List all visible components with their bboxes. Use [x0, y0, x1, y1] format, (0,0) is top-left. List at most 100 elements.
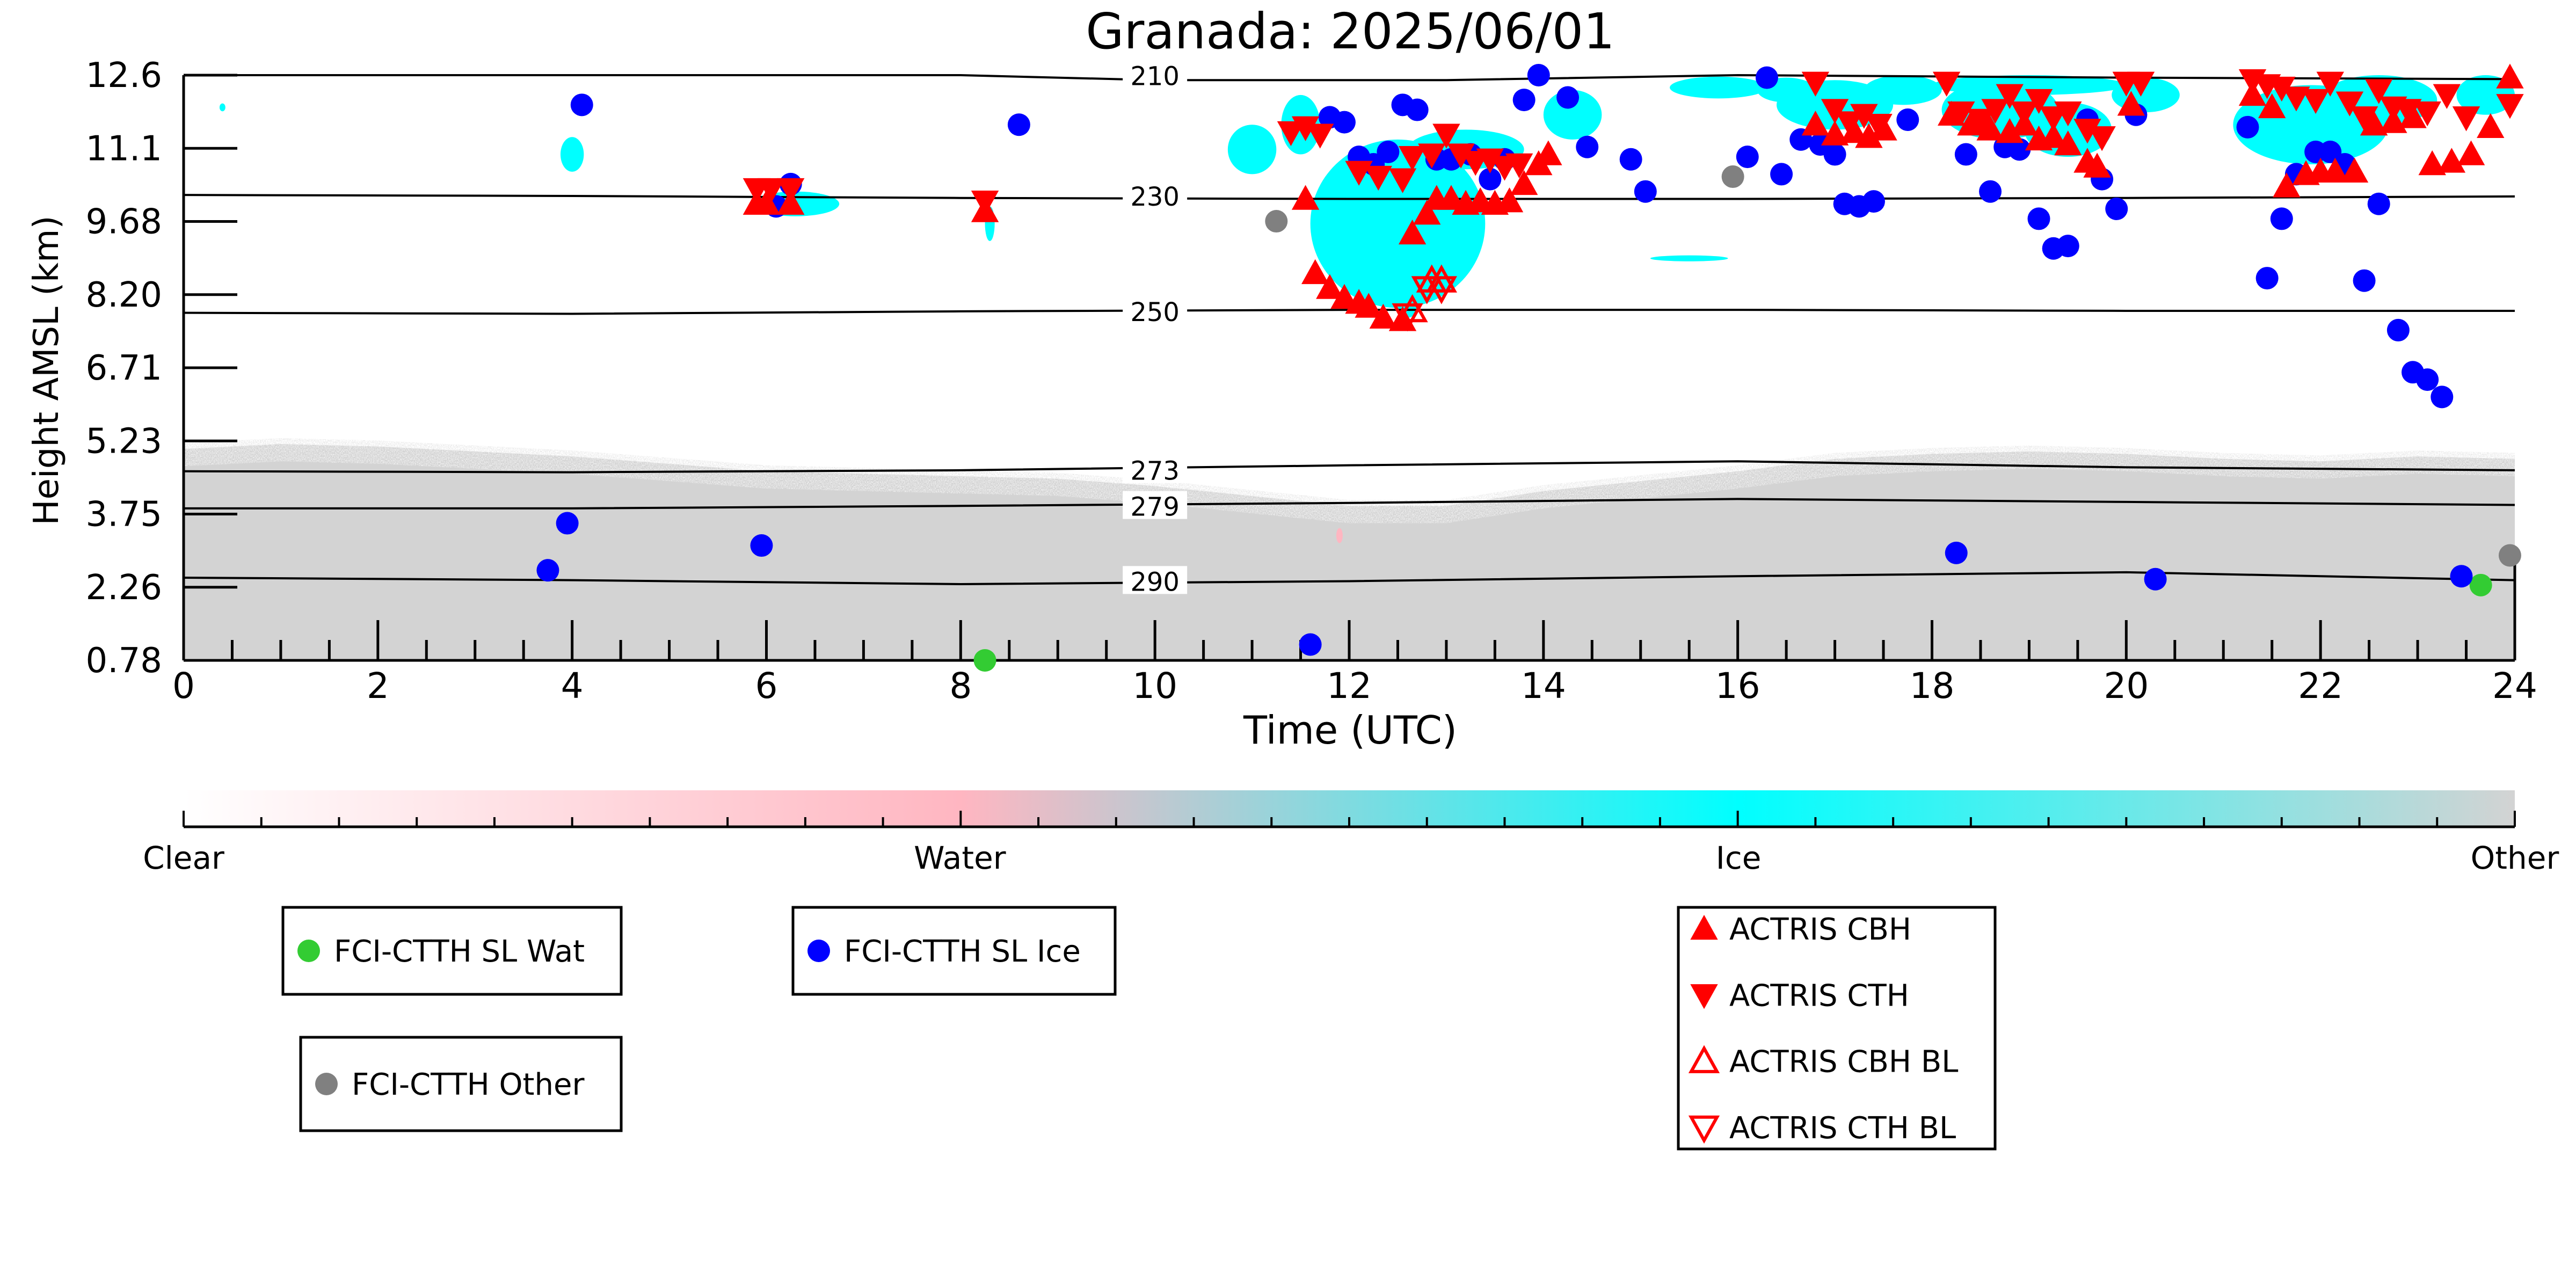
y-tick-label: 3.75	[86, 495, 163, 535]
data-point	[1821, 99, 1849, 124]
x-tick-label: 4	[561, 665, 584, 707]
ice-cloud-region	[1650, 255, 1728, 261]
colorbar-label: Water	[914, 840, 1006, 876]
colorbar-label: Ice	[1716, 840, 1762, 876]
data-point	[2025, 89, 2053, 114]
data-point	[2316, 71, 2344, 97]
series-fci-ctth-other	[1265, 165, 2521, 567]
data-point	[2350, 106, 2378, 132]
legend-marker	[1690, 984, 1718, 1009]
legend-marker	[1690, 914, 1718, 940]
x-tick-label: 10	[1132, 665, 1177, 707]
ice-cloud-region	[1227, 125, 1277, 174]
data-point	[2282, 86, 2310, 112]
boundary-layer-fill	[184, 444, 2515, 660]
data-point	[752, 190, 781, 215]
data-point	[2477, 113, 2505, 139]
y-tick-label: 8.20	[86, 275, 163, 315]
isotherm-line	[184, 498, 2515, 510]
data-point	[2270, 207, 2293, 230]
x-tick-label: 8	[949, 665, 972, 707]
data-point	[1369, 303, 1398, 329]
data-point	[1801, 71, 1830, 97]
legend-frame	[791, 906, 1117, 996]
legend-label: ACTRIS CBH	[1729, 912, 1911, 947]
data-point	[1527, 64, 1550, 86]
isotherm-label: 210	[1130, 61, 1180, 91]
ice-cloud-region	[560, 137, 584, 172]
isotherm-line	[183, 571, 2515, 585]
data-point	[1862, 190, 1885, 213]
series-actris-cth-bl	[1392, 276, 1457, 332]
legend-marker	[297, 940, 320, 962]
data-point	[2056, 235, 2079, 258]
colorbar: Clear Water Ice Other	[143, 790, 2559, 876]
legend-sl-wat: FCI-CTTH SL Wat	[281, 906, 623, 996]
axes: 0 2 4 6 8 10 12 14 16 18 20 22 240.782.263.755.236.7…	[86, 56, 2537, 707]
legend-marker	[1688, 1115, 1720, 1144]
y-tick-label: 5.23	[86, 421, 163, 461]
isotherm-label: 279	[1130, 492, 1180, 522]
isotherm-line	[183, 460, 2515, 474]
x-axis-label: Time (UTC)	[1243, 708, 1457, 753]
legend-marker	[1688, 1045, 1720, 1073]
legend-frame	[299, 1036, 623, 1132]
data-point	[570, 93, 593, 117]
x-tick-label: 2	[367, 665, 389, 707]
data-point	[2335, 91, 2364, 117]
data-point	[1418, 143, 1446, 169]
data-point	[2413, 101, 2441, 127]
x-tick-label: 18	[1910, 665, 1955, 707]
data-point	[1333, 111, 1356, 134]
data-point	[2144, 567, 2167, 591]
data-point	[2039, 123, 2068, 148]
data-point	[1736, 145, 1759, 169]
data-point	[2353, 269, 2376, 292]
isotherm-label: 290	[1130, 567, 1180, 597]
isotherm-label-bg	[1123, 455, 1188, 483]
legend-frame	[281, 906, 623, 996]
data-point	[2127, 71, 2155, 97]
data-point	[1801, 111, 1830, 136]
data-point	[1823, 143, 1846, 166]
x-tick-label: 14	[1521, 665, 1566, 707]
data-point	[1510, 170, 1538, 195]
data-point	[2088, 126, 2116, 151]
data-point	[1364, 165, 1392, 191]
legend-actris: ACTRIS CBH ACTRIS CTH ACTRIS CBH BL ACTRIS …	[1677, 906, 1997, 1151]
legend-label: ACTRIS CTH BL	[1729, 1111, 1956, 1146]
data-point	[1398, 220, 1427, 245]
data-point	[2340, 157, 2369, 183]
data-point	[1291, 185, 1320, 210]
legend-label: FCI-CTTH SL Wat	[334, 934, 585, 969]
ice-cloud-region	[1670, 76, 1767, 99]
data-point	[1265, 210, 1288, 233]
data-point	[1979, 180, 2002, 203]
data-point	[2039, 106, 2068, 132]
legend-sl-ice: FCI-CTTH SL Ice	[791, 906, 1117, 996]
water-cloud-region	[1336, 528, 1343, 543]
legend-other: FCI-CTTH Other	[299, 1036, 623, 1132]
data-point	[2273, 172, 2301, 198]
data-point	[2452, 106, 2480, 132]
x-tick-label: 16	[1715, 665, 1760, 707]
data-point	[2367, 192, 2390, 215]
colorbar-label: Other	[2471, 840, 2559, 876]
legend: FCI-CTTH SL Wat FCI-CTTH SL Ice FCI-CTTH O…	[281, 906, 1997, 1151]
data-point	[1721, 165, 1744, 188]
x-tick-label: 22	[2298, 665, 2343, 707]
data-point	[1945, 541, 1968, 564]
data-point	[1406, 98, 1429, 121]
data-point	[1932, 71, 1961, 97]
data-point	[1495, 187, 1524, 213]
data-point	[1306, 123, 1334, 149]
data-point	[2386, 318, 2410, 341]
data-point	[1007, 113, 1030, 136]
data-point	[2010, 101, 2039, 127]
data-point	[1576, 135, 1599, 158]
series-fci-ctth-sl-wat	[973, 573, 2492, 672]
y-tick-label: 9.68	[86, 202, 163, 242]
data-point	[1556, 86, 1580, 109]
data-point	[1301, 259, 1329, 285]
y-tick-label: 12.6	[86, 56, 163, 96]
